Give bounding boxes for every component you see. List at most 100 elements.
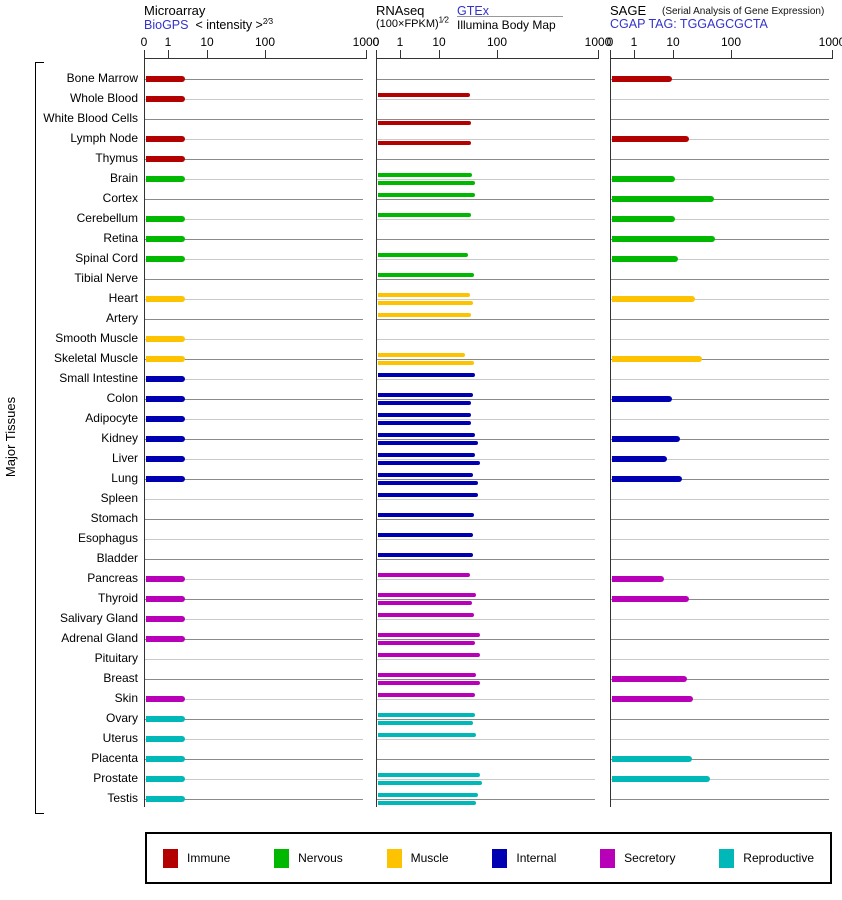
- legend-item: Internal: [492, 848, 556, 868]
- row-leader-line: [145, 599, 363, 600]
- expression-bar-microarray: [146, 416, 185, 422]
- row-leader-line: [611, 679, 829, 680]
- row-leader-line: [145, 739, 363, 740]
- row-leader-line: [377, 699, 595, 700]
- major-tissues-label: Major Tissues: [3, 396, 18, 478]
- rnaseq-exponent: 1⁄2: [438, 15, 449, 25]
- expression-bar-microarray: [146, 216, 185, 222]
- expression-bar-microarray: [146, 616, 185, 622]
- legend-label: Secretory: [624, 851, 676, 865]
- row-leader-line: [611, 299, 829, 300]
- sage-title: SAGE: [610, 3, 647, 18]
- row-leader-line: [377, 419, 595, 420]
- axis-tick: [168, 50, 169, 58]
- expression-bar-microarray: [146, 716, 185, 722]
- row-leader-line: [377, 739, 595, 740]
- axis-tick-label: 1: [396, 35, 404, 49]
- row-leader-line: [145, 779, 363, 780]
- axis-tick: [497, 50, 498, 58]
- row-leader-line: [145, 399, 363, 400]
- row-leader-line: [377, 299, 595, 300]
- expression-bar-microarray: [146, 96, 185, 102]
- row-leader-line: [377, 159, 595, 160]
- biogps-link[interactable]: BioGPS: [144, 18, 189, 32]
- expression-bar-rnaseq-illumina: [378, 721, 473, 725]
- tissue-label: Liver: [111, 451, 138, 465]
- panel-microarray: 0 1 10 100 1000: [141, 35, 379, 810]
- row-leader-line: [377, 119, 595, 120]
- row-leader-line: [145, 239, 363, 240]
- tissue-label: Breast: [103, 671, 138, 685]
- row-leader-line: [611, 379, 829, 380]
- row-leader-line: [611, 319, 829, 320]
- legend-swatch: [719, 848, 735, 868]
- expression-bar-sage: [612, 176, 675, 182]
- axis-tick: [634, 50, 635, 58]
- row-leader-line: [145, 79, 363, 80]
- tissue-label: Brain: [109, 171, 138, 185]
- legend-label: Muscle: [410, 851, 449, 865]
- expression-bar-rnaseq-illumina: [378, 141, 471, 145]
- legend-label: Reproductive: [743, 851, 814, 865]
- expression-bar-microarray: [146, 76, 185, 82]
- tissue-label: Small Intestine: [59, 371, 138, 385]
- tissue-label: Lymph Node: [70, 131, 138, 145]
- expression-bar-microarray: [146, 296, 185, 302]
- sage-subtitle: (Serial Analysis of Gene Expression): [662, 6, 825, 17]
- row-leader-line: [145, 419, 363, 420]
- row-leader-line: [611, 139, 829, 140]
- expression-bar-rnaseq-gtex: [378, 433, 475, 437]
- row-leader-line: [611, 359, 829, 360]
- gtex-link[interactable]: GTEx: [457, 4, 489, 18]
- expression-bar-rnaseq-gtex: [378, 393, 473, 397]
- expression-bar-sage: [612, 576, 664, 582]
- row-leader-line: [145, 639, 363, 640]
- row-leader-line: [377, 479, 595, 480]
- tissue-label: Pituitary: [94, 651, 138, 665]
- tissue-label: Colon: [106, 391, 138, 405]
- axis-tick: [144, 50, 145, 58]
- tissue-label: Pancreas: [87, 571, 138, 585]
- rnaseq-title: RNAseq: [376, 3, 425, 18]
- legend-item: Immune: [163, 848, 230, 868]
- expression-bar-rnaseq-gtex: [378, 653, 480, 657]
- cgap-tag-link[interactable]: CGAP TAG: TGGAGCGCTA: [610, 17, 768, 31]
- expression-bar-sage: [612, 676, 687, 682]
- row-leader-line: [611, 439, 829, 440]
- rnaseq-transform-label: (100×FPKM)1⁄2: [376, 15, 449, 30]
- row-leader-line: [611, 779, 829, 780]
- expression-bar-microarray: [146, 176, 185, 182]
- expression-bar-rnaseq-gtex: [378, 313, 471, 317]
- legend-swatch: [163, 848, 178, 868]
- axis-tick: [376, 50, 377, 58]
- row-leader-line: [145, 199, 363, 200]
- tissue-label: Bone Marrow: [66, 71, 138, 85]
- expression-bar-rnaseq-gtex: [378, 733, 476, 737]
- axis-tick-label: 100: [486, 35, 508, 49]
- row-leader-line: [377, 539, 595, 540]
- row-leader-line: [611, 799, 829, 800]
- row-leader-line: [611, 579, 829, 580]
- legend-swatch: [600, 848, 616, 868]
- legend-item: Reproductive: [719, 848, 814, 868]
- expression-bar-rnaseq-gtex: [378, 173, 472, 177]
- expression-bar-microarray: [146, 696, 185, 702]
- tissue-label: Cerebellum: [76, 211, 138, 225]
- row-leader-line: [145, 319, 363, 320]
- expression-bar-sage: [612, 456, 667, 462]
- row-leader-line: [377, 559, 595, 560]
- row-leader-line: [145, 159, 363, 160]
- expression-bar-microarray: [146, 356, 185, 362]
- row-leader-line: [377, 379, 595, 380]
- row-leader-line: [611, 219, 829, 220]
- row-leader-line: [377, 599, 595, 600]
- expression-bar-microarray: [146, 436, 185, 442]
- axis-tick-label: 1000: [584, 35, 612, 49]
- axis-tick-label: 1000: [352, 35, 380, 49]
- row-leader-line: [611, 159, 829, 160]
- axis-tick-label: 0: [606, 35, 614, 49]
- row-leader-line: [611, 179, 829, 180]
- row-leader-line: [145, 719, 363, 720]
- tissue-label: Heart: [108, 291, 138, 305]
- row-leader-line: [611, 199, 829, 200]
